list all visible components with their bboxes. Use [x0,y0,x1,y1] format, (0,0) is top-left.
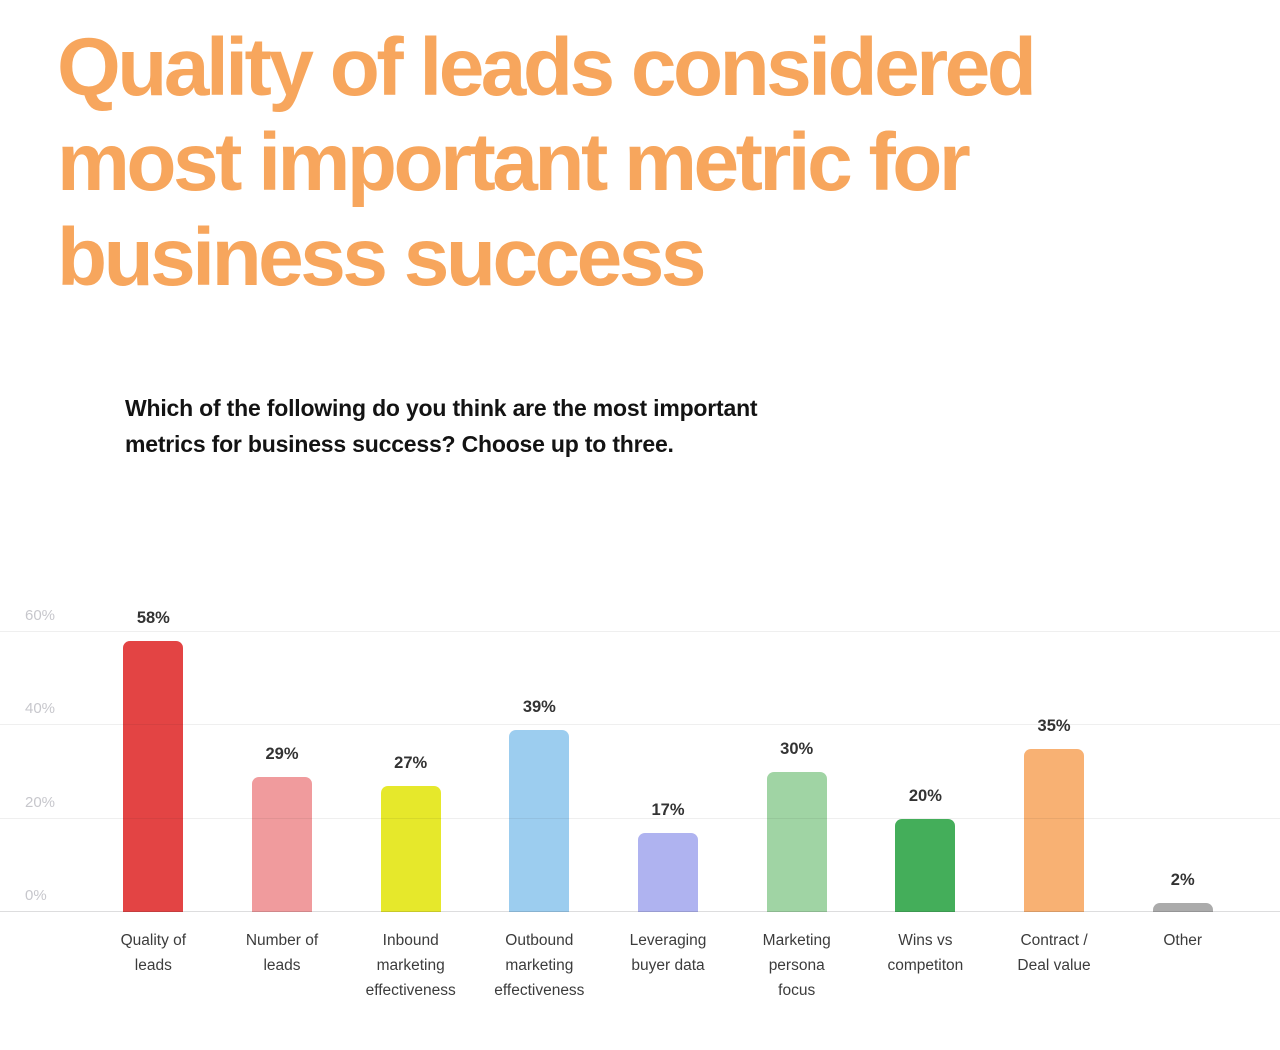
x-axis-category-label: Inbound marketing effectiveness [365,932,456,999]
x-axis-category-label: Contract / Deal value [1017,932,1091,974]
x-axis-category-label: Outbound marketing effectiveness [494,932,585,999]
x-axis-category-label: Number of leads [245,932,319,974]
bar-value-label: 27% [394,754,428,772]
bar-number-of-leads [252,776,312,912]
bar-other [1152,902,1213,912]
bars-area: 58% 29% 27% 39% 17% 30% 20% 35% 2% [89,590,1247,912]
bar-column: 17% [604,590,733,912]
x-axis-labels: Quality of leads Number of leads Inbound m… [89,928,1247,1003]
y-axis-tick-label: 60% [25,607,56,624]
bar-wins-vs-competiton [895,818,956,912]
bar-value-label: 35% [1037,716,1071,735]
bar-quality-of-leads [123,641,184,912]
x-axis-category-label: Quality of leads [120,932,187,974]
x-axis-category-label: Other [1163,932,1203,949]
gridline-60% [0,631,1280,632]
gridline-20% [0,817,1280,819]
gridline-0% [0,911,1280,912]
y-axis-tick-label: 40% [25,700,56,718]
bar-column: 39% [475,590,604,912]
bar-column: 27% [346,590,475,912]
bar-contract-deal-value [1024,748,1085,912]
bar-outbound-marketing-effectiveness [509,730,570,912]
bar-value-label: 20% [908,786,942,805]
bar-column: 58% [89,590,218,912]
x-axis-category-label: Wins vs competiton [887,932,964,974]
gridline-40% [0,724,1280,726]
bar-column: 35% [990,590,1119,912]
bar-column: 20% [861,590,990,912]
bar-column: 30% [732,590,861,912]
bar-chart: 0% 20% 40% 60% 58% 29% 27% 39% 17% 30% 20% 35% 2% Q… [0,590,1280,999]
x-axis-category-label: Marketing persona focus [762,932,831,999]
bar-value-label: 39% [522,698,556,716]
bar-value-label: 17% [651,800,685,819]
bar-value-label: 2% [1170,870,1195,889]
bar-column: 2% [1118,590,1247,912]
x-axis-category-label: Leveraging buyer data [629,932,707,974]
bar-value-label: 58% [136,609,170,628]
y-axis-tick-label: 20% [25,793,56,811]
bar-inbound-marketing-effectiveness [380,786,441,912]
y-axis-tick-label: 0% [25,887,47,904]
y-axis-grid: 0% 20% 40% 60% [0,590,1280,912]
bar-leveraging-buyer-data [638,832,699,912]
survey-question: Which of the following do you think are … [125,395,758,457]
page-title: Quality of leads considered most importa… [57,22,1037,303]
bar-marketing-persona-focus [766,772,827,912]
bar-column: 29% [218,590,347,912]
bar-value-label: 29% [265,744,299,763]
bar-value-label: 30% [780,740,814,758]
